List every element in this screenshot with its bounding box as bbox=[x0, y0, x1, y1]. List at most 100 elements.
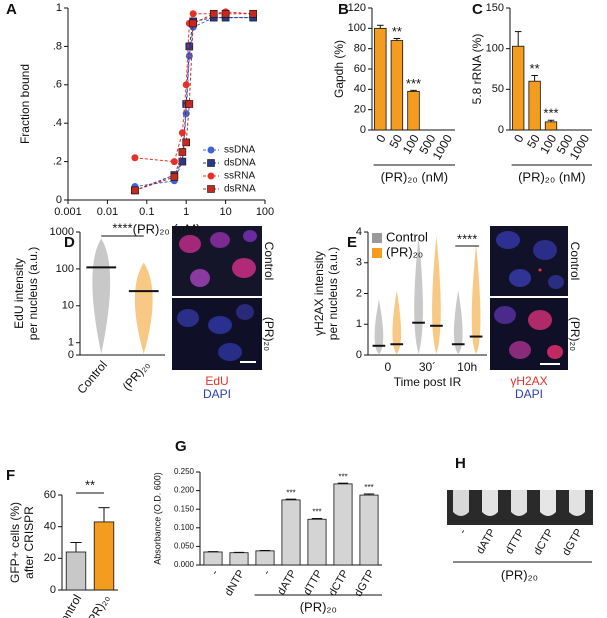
x-tick-label: dCTP bbox=[327, 568, 351, 598]
micrograph-d bbox=[172, 226, 262, 370]
data-point bbox=[178, 148, 187, 156]
x-tick-label: 50 bbox=[386, 132, 405, 151]
image-label: (PR)₂₀ bbox=[568, 317, 582, 351]
distribution-shape bbox=[92, 238, 111, 354]
data-point bbox=[131, 154, 139, 162]
tube-label: dATP bbox=[474, 527, 498, 556]
bar bbox=[544, 121, 558, 131]
tube-label: dGTP bbox=[560, 527, 585, 558]
panel-letter: A bbox=[6, 1, 17, 18]
distribution-shape bbox=[392, 290, 402, 354]
bar bbox=[359, 494, 379, 566]
y-tick-label: 0 bbox=[356, 349, 362, 361]
significance: ** bbox=[392, 24, 402, 39]
y-axis-label: 5.8 rRNA (%) bbox=[470, 34, 484, 105]
x-tick-label: 10h bbox=[457, 360, 477, 374]
x-tick-label: 0.1 bbox=[139, 206, 154, 218]
bar bbox=[255, 550, 275, 566]
y-tick-label: 0 bbox=[50, 584, 56, 596]
data-point bbox=[209, 9, 218, 18]
data-point bbox=[131, 186, 139, 195]
y-tick-label: .6 bbox=[53, 79, 62, 91]
legend-marker bbox=[207, 146, 215, 154]
significance: *** bbox=[364, 483, 373, 492]
x-tick-label: - bbox=[209, 568, 221, 577]
significance: **** bbox=[457, 231, 477, 246]
y-tick-label: 0.200 bbox=[174, 486, 195, 495]
x-axis-label: (PR)₂₀ bbox=[300, 599, 337, 614]
significance: **** bbox=[112, 220, 132, 235]
tube-label: dCTP bbox=[532, 527, 556, 557]
y-tick-label: 60 bbox=[354, 63, 366, 75]
stain-label: EdU bbox=[205, 374, 228, 388]
y-tick-label: 0 bbox=[360, 124, 366, 136]
legend-label: Control bbox=[386, 229, 428, 244]
panel-letter: E bbox=[347, 234, 357, 251]
x-tick-label: 100 bbox=[256, 206, 274, 218]
data-point bbox=[185, 42, 194, 51]
x-tick-label: dATP bbox=[275, 568, 299, 597]
y-tick-label: 40 bbox=[354, 83, 366, 95]
x-tick-label: Control bbox=[53, 592, 84, 618]
tube-label: - bbox=[457, 527, 469, 536]
y-axis-label: per nucleus (a.u.) bbox=[26, 247, 40, 340]
y-axis-label: GFP+ cells (%) bbox=[8, 502, 22, 583]
data-point bbox=[189, 19, 197, 28]
x-tick-label: 0 bbox=[384, 360, 391, 374]
distribution-shape bbox=[134, 262, 153, 354]
legend-label: dsRNA bbox=[224, 184, 256, 195]
image-label: Control bbox=[262, 242, 276, 281]
bar bbox=[307, 518, 327, 566]
x-tick-label: 50 bbox=[524, 132, 543, 151]
x-tick-label: dNTP bbox=[223, 568, 247, 598]
legend-label: ssRNA bbox=[224, 171, 255, 182]
y-tick-label: 0 bbox=[68, 349, 74, 361]
y-tick-label: 150 bbox=[486, 2, 504, 14]
significance: *** bbox=[406, 76, 421, 91]
significance: *** bbox=[312, 508, 321, 517]
stain-label: DAPI bbox=[203, 387, 231, 401]
bar bbox=[65, 551, 87, 591]
photo-h bbox=[447, 490, 593, 525]
y-tick-label: 3 bbox=[356, 257, 362, 269]
panel-letter: C bbox=[472, 1, 483, 18]
y-tick-label: 120 bbox=[348, 2, 366, 14]
y-tick-label: 0 bbox=[56, 194, 62, 206]
y-tick-label: 1000 bbox=[50, 226, 74, 238]
y-tick-label: 80 bbox=[354, 43, 366, 55]
y-tick-label: 100 bbox=[486, 43, 504, 55]
legend-marker bbox=[207, 185, 215, 193]
x-tick-label: Control bbox=[74, 358, 110, 397]
x-tick-label: 0.01 bbox=[97, 206, 118, 218]
bar bbox=[528, 80, 541, 131]
distribution-shape bbox=[414, 236, 423, 354]
panel-letter: D bbox=[64, 234, 75, 251]
y-tick-label: 0.050 bbox=[174, 542, 195, 551]
y-tick-label: 20 bbox=[354, 104, 366, 116]
tube-label: dTTP bbox=[503, 527, 527, 556]
bar bbox=[390, 40, 404, 131]
legend-label: ssDNA bbox=[224, 145, 255, 156]
panel-letter: H bbox=[455, 455, 466, 472]
bar bbox=[512, 45, 525, 131]
x-axis-label: (PR)₂₀ (nM) bbox=[381, 169, 449, 184]
bar bbox=[374, 27, 387, 131]
x-tick-label: - bbox=[261, 568, 273, 577]
x-axis-label: Time post IR bbox=[394, 375, 462, 389]
data-point bbox=[170, 173, 179, 181]
y-tick-label: 0 bbox=[498, 124, 504, 136]
bar bbox=[407, 90, 420, 131]
y-tick-label: 2 bbox=[356, 287, 362, 299]
legend-label: (PR)₂₀ bbox=[386, 244, 423, 259]
y-axis-label: per nucleus (a.u.) bbox=[326, 247, 340, 340]
data-point bbox=[185, 100, 194, 108]
y-tick-label: 1 bbox=[356, 318, 362, 330]
legend-marker bbox=[207, 172, 215, 180]
significance: *** bbox=[338, 472, 347, 481]
y-axis-label: Fraction bound bbox=[18, 64, 32, 144]
data-point bbox=[189, 10, 197, 18]
y-tick-label: .2 bbox=[53, 156, 62, 168]
significance: ** bbox=[530, 61, 540, 76]
y-axis-label: after CRISPR bbox=[22, 506, 36, 579]
